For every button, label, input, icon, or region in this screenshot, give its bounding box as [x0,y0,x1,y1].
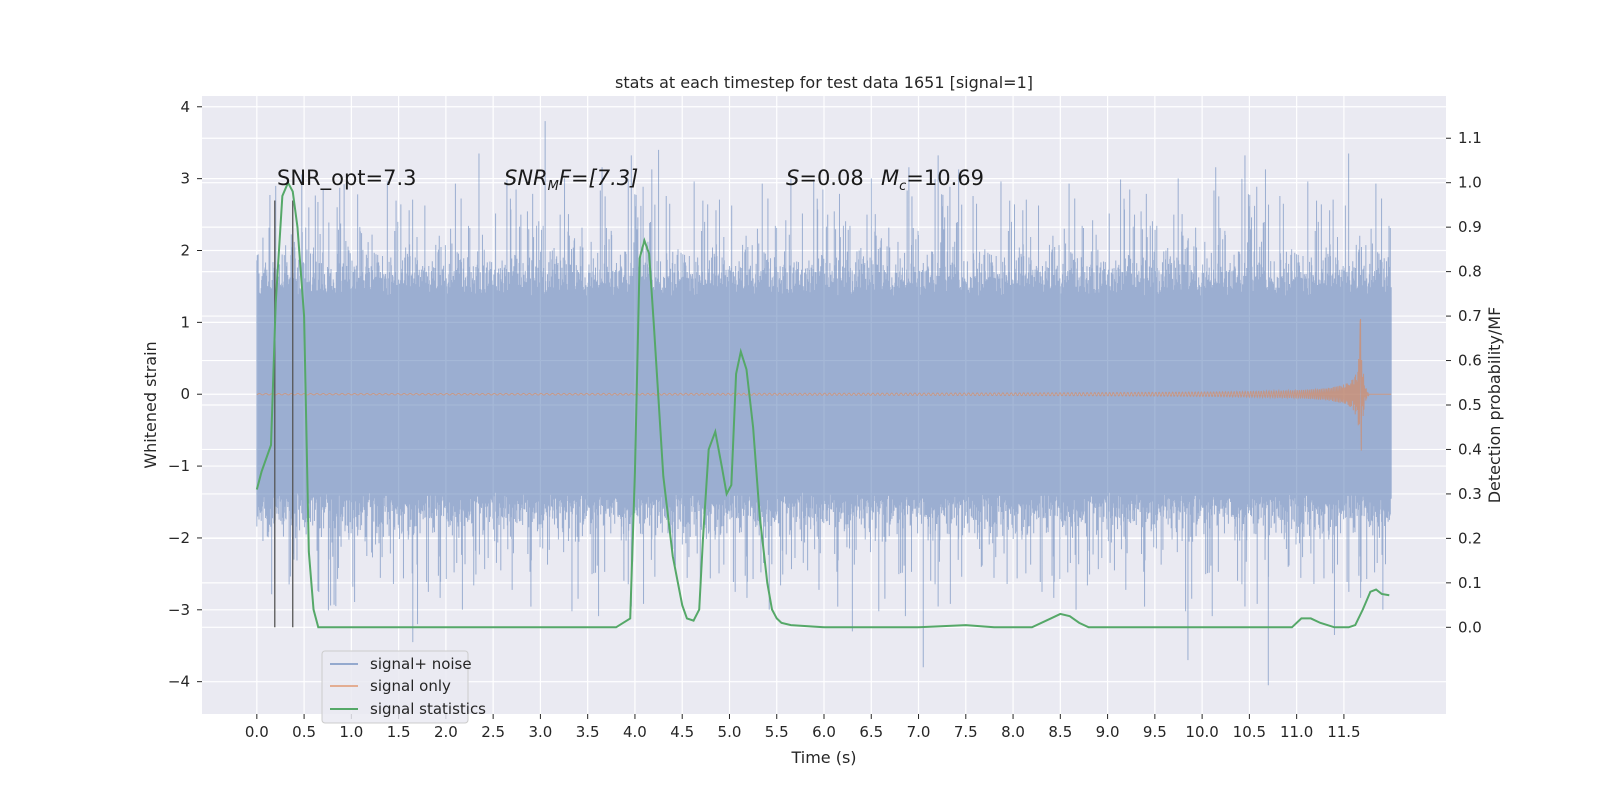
y-right-axis-label: Detection probability/MF [1485,307,1504,504]
y-right-tick-label: 0.5 [1458,396,1482,414]
annotation-snr-opt: SNR_opt=7.3 [277,166,417,191]
x-tick-label: 0.5 [292,723,316,741]
y-left-axis-ticks: −4 −3 −2 −1 0 1 2 3 4 [168,98,202,691]
x-tick-label: 2.5 [481,723,505,741]
x-tick-label: 9.0 [1096,723,1120,741]
y-right-tick-label: 0.0 [1458,618,1482,636]
vertical-markers [274,200,294,628]
legend-box [321,650,469,724]
chart-title: stats at each timestep for test data 165… [615,73,1033,92]
y-left-tick-label: −3 [168,601,190,619]
x-tick-label: 1.0 [339,723,363,741]
x-tick-label: 8.0 [1001,723,1025,741]
x-tick-label: 8.5 [1048,723,1072,741]
y-right-tick-label: 0.3 [1458,485,1482,503]
y-right-tick-label: 1.0 [1458,174,1482,192]
x-tick-label: 3.5 [576,723,600,741]
series-signal-statistics [255,180,1390,629]
x-tick-label: 10.5 [1233,723,1266,741]
x-tick-label: 7.5 [954,723,978,741]
x-tick-label: 9.5 [1143,723,1167,741]
y-left-tick-label: 3 [180,170,190,188]
x-axis-ticks: 0.0 0.5 1.0 1.5 2.0 2.5 3.0 3.5 4.0 4.5 5.0 5.5 6.0 6… [245,714,1361,741]
y-left-tick-label: 2 [180,242,190,260]
y-right-tick-label: 0.8 [1458,263,1482,281]
y-right-tick-label: 0.1 [1458,574,1482,592]
legend: signal+ noise signal only signal statist… [321,650,486,724]
y-left-tick-label: −2 [168,529,190,547]
x-tick-label: 5.5 [765,723,789,741]
x-tick-label: 0.0 [245,723,269,741]
y-left-tick-label: −4 [168,673,190,691]
signal-only-trace [256,318,1392,451]
x-tick-label: 7.0 [907,723,931,741]
annotation-mc: Mc=10.69 [881,166,984,194]
y-right-tick-label: 0.6 [1458,352,1482,370]
x-tick-label: 4.5 [670,723,694,741]
annotation-s: S=0.08 [786,166,864,190]
y-left-tick-label: −1 [168,457,190,475]
legend-label-signal-statistics: signal statistics [370,700,486,718]
y-right-tick-label: 1.1 [1458,129,1482,147]
y-left-tick-label: 4 [180,98,190,116]
signal-statistics-line [255,180,1390,629]
x-tick-label: 5.0 [718,723,742,741]
x-tick-label: 10.0 [1185,723,1218,741]
x-tick-label: 2.0 [434,723,458,741]
x-tick-label: 6.5 [859,723,883,741]
y-left-tick-label: 1 [180,313,190,331]
series-signal-only [256,318,1392,451]
y-right-tick-label: 0.9 [1458,218,1482,236]
y-right-axis-ticks: 0.0 0.1 0.2 0.3 0.4 0.5 0.6 0.7 0.8 0.9 1.0 1.1 [1446,129,1482,636]
y-right-tick-label: 0.2 [1458,529,1482,547]
x-tick-label: 11.5 [1327,723,1360,741]
y-right-tick-label: 0.4 [1458,440,1482,458]
x-tick-label: 1.5 [387,723,411,741]
y-left-tick-label: 0 [180,385,190,403]
y-right-tick-label: 0.7 [1458,307,1482,325]
y-left-axis-label: Whitened strain [141,341,160,468]
x-tick-label: 3.0 [528,723,552,741]
x-tick-label: 11.0 [1280,723,1313,741]
x-axis-label: Time (s) [790,748,856,767]
legend-label-signal-noise: signal+ noise [370,655,472,673]
x-tick-label: 4.0 [623,723,647,741]
annotation-snr-mf: SNRMF=[7.3] [504,166,638,194]
x-tick-label: 6.0 [812,723,836,741]
legend-label-signal-only: signal only [370,677,451,695]
